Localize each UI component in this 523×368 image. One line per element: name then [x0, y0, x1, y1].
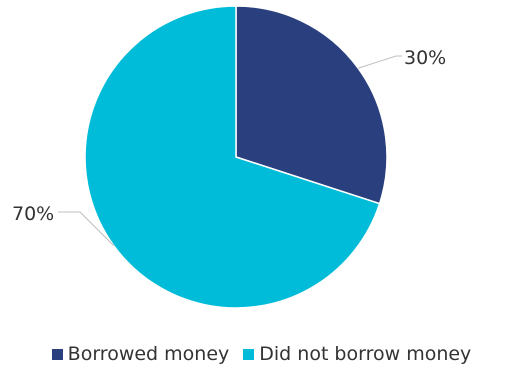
leader-line-borrowed: [358, 55, 402, 69]
legend-item-did-not-borrow: Did not borrow money: [243, 343, 471, 365]
legend-item-borrowed: Borrowed money: [51, 343, 230, 365]
legend-swatch-borrowed: [51, 348, 63, 360]
slice-labels: 30% 70%: [12, 47, 446, 247]
legend-label-borrowed: Borrowed money: [67, 343, 230, 365]
pie-slices: [84, 5, 388, 309]
leader-line-did-not-borrow: [58, 211, 115, 247]
data-label-did-not-borrow: 70%: [12, 203, 54, 225]
legend-label-did-not-borrow: Did not borrow money: [259, 343, 472, 365]
legend-swatch-did-not-borrow: [243, 348, 255, 360]
pie-slice-did-not-borrow: [84, 5, 381, 309]
chart-legend: Borrowed money Did not borrow money: [0, 342, 523, 366]
data-label-borrowed: 30%: [404, 47, 446, 69]
